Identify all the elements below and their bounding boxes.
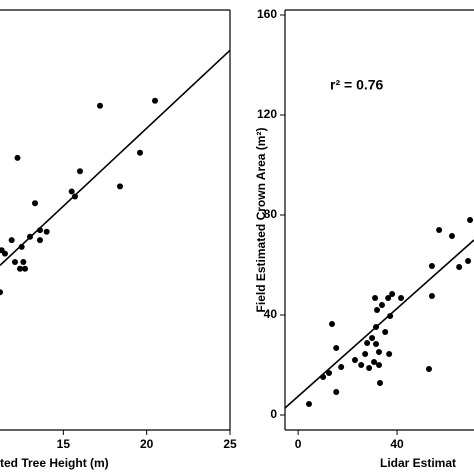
- point: [0, 247, 5, 254]
- point: [305, 401, 312, 407]
- point: [467, 217, 474, 223]
- point: [366, 365, 373, 371]
- point: [117, 183, 123, 190]
- point: [137, 149, 143, 156]
- point: [376, 349, 383, 355]
- y-tick-label: 0: [270, 407, 277, 421]
- point: [358, 362, 365, 368]
- point: [448, 233, 455, 239]
- point: [364, 340, 371, 346]
- y-axis-label: Field Estimated Crown Area (m²): [254, 128, 268, 313]
- point: [386, 351, 393, 357]
- point: [329, 321, 336, 327]
- x-axis-label: ted Tree Height (m): [0, 456, 109, 470]
- x-tick-label: 0: [295, 437, 302, 451]
- point: [352, 357, 359, 363]
- point: [371, 359, 378, 365]
- point: [385, 295, 392, 301]
- point: [37, 237, 43, 244]
- point: [152, 97, 158, 104]
- point: [333, 389, 340, 395]
- point: [14, 154, 21, 161]
- point: [378, 302, 385, 308]
- point: [0, 289, 3, 296]
- point: [456, 264, 463, 270]
- x-tick-label: 15: [57, 437, 71, 451]
- point: [37, 227, 43, 234]
- point: [398, 295, 405, 301]
- point: [382, 329, 389, 335]
- point: [43, 228, 50, 235]
- x-tick-label: 40: [390, 437, 404, 451]
- point: [428, 293, 435, 299]
- point: [12, 259, 18, 265]
- point: [389, 291, 396, 297]
- point: [320, 374, 327, 380]
- point: [338, 364, 345, 370]
- point: [428, 263, 435, 269]
- point: [97, 102, 103, 109]
- point: [436, 227, 443, 233]
- point: [326, 370, 333, 376]
- point: [376, 380, 383, 386]
- point: [18, 243, 25, 250]
- point: [68, 188, 75, 195]
- fit-line: [284, 239, 474, 409]
- point: [373, 341, 380, 347]
- y-tick-label: 80: [264, 207, 278, 221]
- y-tick-label: 120: [257, 107, 277, 121]
- point: [72, 193, 78, 200]
- point: [8, 237, 15, 244]
- point: [22, 265, 28, 272]
- point: [17, 265, 23, 272]
- y-tick-label: 160: [257, 7, 277, 21]
- point: [333, 345, 340, 351]
- annotation: r² = 0.76: [330, 77, 384, 93]
- point: [374, 307, 381, 313]
- point: [387, 313, 394, 319]
- x-tick-label: 25: [223, 437, 237, 451]
- point: [373, 324, 380, 330]
- fit-line: [0, 49, 231, 266]
- x-tick-label: 20: [140, 437, 154, 451]
- point: [372, 295, 379, 301]
- point: [77, 168, 83, 175]
- x-axis-label: Lidar Estimat: [380, 456, 456, 470]
- point: [362, 351, 369, 357]
- point: [32, 200, 38, 207]
- point: [425, 366, 432, 372]
- point: [376, 362, 383, 368]
- point: [465, 258, 472, 264]
- point: [20, 259, 27, 265]
- point: [27, 233, 33, 240]
- point: [369, 335, 376, 341]
- y-tick-label: 40: [264, 307, 278, 321]
